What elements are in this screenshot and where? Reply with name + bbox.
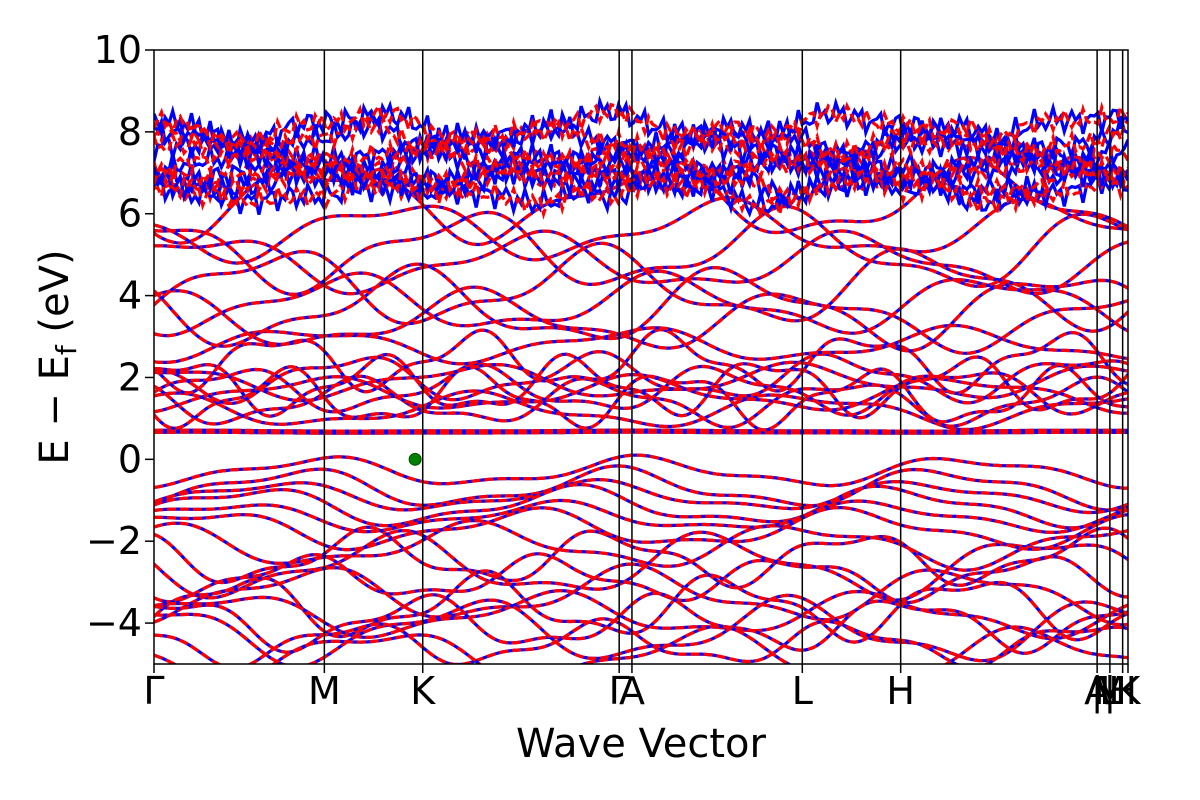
x-tick-label: H bbox=[886, 669, 915, 713]
x-tick-label: K bbox=[1116, 669, 1142, 713]
band-spin-down bbox=[154, 101, 1128, 159]
x-tick-label: A bbox=[619, 669, 645, 713]
x-tick-label: | bbox=[1091, 669, 1104, 714]
x-tick-label: H bbox=[1108, 669, 1137, 713]
y-tick-label: 4 bbox=[118, 274, 142, 318]
y-tick-label: −2 bbox=[86, 519, 142, 563]
y-tick-label: 10 bbox=[94, 28, 142, 72]
y-axis-label-unit: (eV) bbox=[32, 249, 78, 345]
y-axis-label: E − Ef (eV) bbox=[32, 249, 83, 464]
band-spin-up bbox=[154, 95, 1128, 162]
x-tick-label: L bbox=[1099, 669, 1120, 713]
band-spin-down bbox=[154, 269, 1128, 338]
band-spin-down bbox=[154, 323, 1128, 366]
bands-layer bbox=[154, 95, 1128, 664]
kpoint-lines-layer bbox=[323, 50, 1124, 664]
band-spin-down bbox=[154, 552, 1128, 605]
vbm-marker bbox=[408, 452, 422, 466]
x-tick-label: Γ bbox=[609, 669, 630, 713]
band-spin-down bbox=[154, 428, 1128, 433]
x-tick-label: L bbox=[792, 669, 813, 713]
y-tick-label: 2 bbox=[118, 355, 142, 399]
x-axis-ticks: Γ M K ΓA L H A|LM|HK bbox=[143, 664, 1142, 714]
x-tick-label: M bbox=[308, 669, 341, 713]
band-spin-down bbox=[154, 525, 1128, 590]
y-axis-label-subscript: f bbox=[50, 344, 83, 355]
y-tick-label: 6 bbox=[118, 192, 142, 236]
band-spin-down bbox=[154, 155, 1128, 247]
band-spin-down bbox=[154, 229, 1128, 296]
band-spin-down bbox=[154, 624, 1128, 664]
y-tick-label: 8 bbox=[118, 110, 142, 154]
x-tick-label: Γ bbox=[143, 669, 164, 713]
band-spin-down bbox=[154, 430, 1128, 435]
band-spin-down bbox=[154, 591, 1128, 655]
band-spin-up bbox=[154, 482, 1128, 530]
band-spin-down bbox=[154, 204, 1128, 297]
band-spin-down bbox=[154, 528, 1128, 602]
band-spin-up bbox=[154, 617, 1128, 664]
x-tick-label: | bbox=[1103, 669, 1116, 714]
band-spin-down bbox=[154, 362, 1128, 417]
band-spin-down bbox=[154, 374, 1128, 430]
band-spin-down bbox=[154, 498, 1128, 535]
x-tick-label: M bbox=[1093, 669, 1126, 713]
band-spin-down bbox=[154, 285, 1128, 355]
band-spin-down bbox=[154, 112, 1128, 168]
band-spin-down bbox=[154, 241, 1128, 333]
band-spin-up bbox=[154, 464, 1128, 512]
band-spin-down bbox=[154, 453, 1128, 490]
band-spin-down bbox=[154, 593, 1128, 664]
band-spin-up bbox=[154, 505, 1128, 552]
x-tick-label: A bbox=[1084, 669, 1110, 713]
band-spin-down bbox=[154, 262, 1128, 353]
band-spin-down bbox=[154, 477, 1128, 515]
band-spin-down bbox=[154, 562, 1128, 627]
y-axis-label-main: E − E bbox=[32, 355, 78, 465]
band-spin-up bbox=[154, 120, 1128, 185]
band-spin-down bbox=[154, 363, 1128, 432]
band-spin-down bbox=[154, 360, 1128, 403]
band-spin-down bbox=[154, 350, 1128, 406]
y-tick-label: −4 bbox=[86, 601, 142, 645]
band-spin-down bbox=[154, 389, 1128, 432]
x-axis-label: Wave Vector bbox=[516, 721, 767, 767]
band-spin-down bbox=[154, 195, 1128, 265]
y-axis-ticks: 10 8 6 4 2 0 −2 −4 bbox=[86, 28, 154, 645]
band-spin-down bbox=[154, 569, 1128, 644]
plot-frame bbox=[153, 49, 1129, 665]
y-tick-label: 0 bbox=[118, 437, 142, 481]
x-tick-label: K bbox=[410, 669, 436, 713]
